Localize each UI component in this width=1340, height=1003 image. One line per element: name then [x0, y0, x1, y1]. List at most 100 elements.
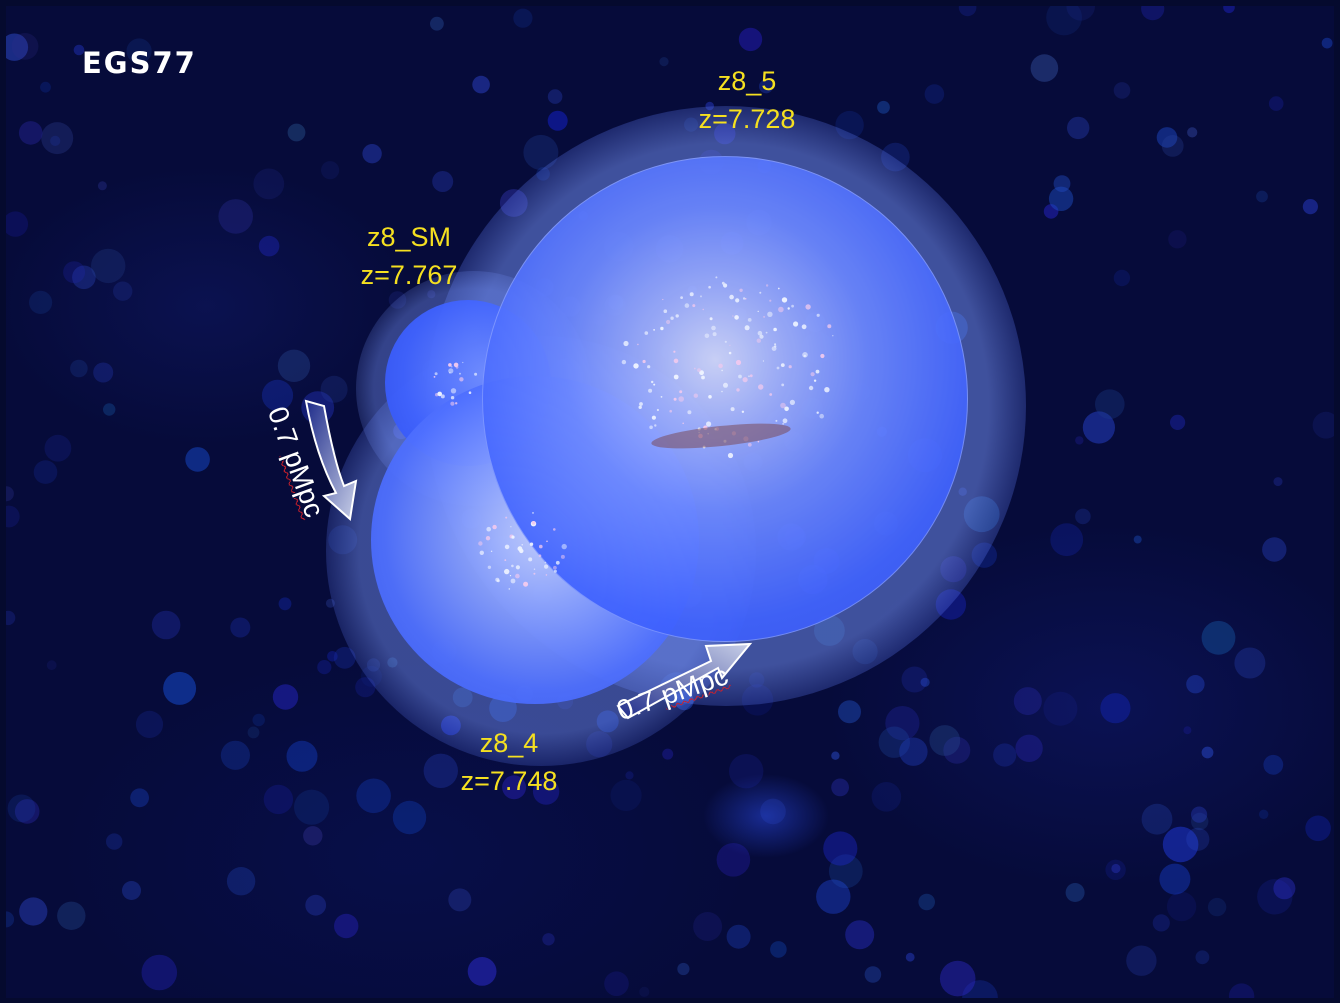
background-blob — [392, 800, 427, 835]
star — [437, 391, 443, 397]
star — [803, 354, 806, 358]
star — [496, 579, 500, 583]
star — [756, 338, 761, 343]
star — [820, 353, 825, 359]
galaxy-name: z8_4 — [479, 728, 539, 758]
background-blob — [1187, 127, 1198, 138]
background-blob — [287, 123, 306, 142]
galaxy-label-z8-4: z8_4 z=7.748 — [434, 724, 584, 800]
star — [763, 315, 766, 318]
background-blob — [1168, 230, 1187, 249]
star — [739, 288, 743, 292]
star — [699, 370, 704, 376]
star — [759, 291, 762, 294]
background-blob — [1170, 414, 1186, 430]
background-blob — [1263, 754, 1284, 775]
star — [490, 550, 493, 552]
star — [762, 360, 765, 362]
background-blob — [50, 135, 61, 146]
star — [810, 372, 815, 377]
background-blob — [185, 447, 210, 472]
star — [656, 408, 660, 412]
background-blob — [430, 16, 444, 31]
background-blob — [1256, 190, 1268, 203]
background-blob — [388, 291, 407, 309]
star — [813, 379, 817, 382]
galaxy-redshift: z=7.728 — [698, 104, 796, 134]
star — [742, 377, 748, 383]
star — [789, 399, 796, 405]
star — [774, 343, 777, 346]
star — [638, 405, 642, 409]
background-blob — [432, 171, 454, 192]
background-blob — [502, 775, 527, 800]
background-blob — [958, 6, 977, 17]
background-blob — [677, 962, 690, 976]
star — [697, 368, 701, 372]
star — [769, 393, 773, 396]
star — [515, 565, 520, 570]
star — [453, 362, 459, 368]
background-blob — [423, 753, 458, 788]
background-blob — [218, 199, 253, 234]
star — [651, 415, 657, 420]
background-blob — [1223, 6, 1235, 14]
star — [738, 374, 742, 379]
star — [511, 564, 514, 568]
background-blob — [1259, 809, 1269, 819]
star — [546, 540, 548, 543]
star — [492, 524, 497, 530]
galaxy-name: z8_SM — [366, 222, 452, 252]
star — [679, 390, 683, 394]
star — [729, 344, 731, 346]
background-blob — [513, 8, 533, 28]
background-blob — [472, 75, 490, 94]
star — [504, 559, 507, 561]
background-blob — [366, 658, 381, 672]
background-blob — [46, 660, 57, 671]
background-blob — [70, 359, 88, 378]
background-blob — [91, 248, 126, 284]
star — [544, 561, 547, 564]
star — [651, 380, 654, 384]
background-blob — [1015, 734, 1043, 762]
background-blob — [816, 879, 851, 914]
star — [515, 573, 520, 579]
background-blob — [106, 833, 123, 850]
background-blob — [1075, 508, 1091, 525]
background-blob — [1201, 746, 1214, 759]
star — [459, 372, 461, 375]
curved-arrow-left — [304, 399, 358, 521]
background-blob — [1273, 877, 1296, 900]
star — [450, 396, 455, 400]
background-blob — [831, 778, 849, 797]
star — [777, 287, 780, 290]
background-blob — [362, 144, 382, 164]
ionized-bubble-z8-5 — [482, 156, 968, 642]
background-blob — [73, 44, 85, 56]
background-blob — [1159, 863, 1191, 895]
star — [433, 376, 436, 378]
background-blob — [662, 748, 674, 760]
background-blob — [547, 110, 568, 131]
star — [504, 568, 510, 575]
background-blob — [130, 788, 149, 808]
star — [791, 304, 794, 308]
background-blob — [113, 281, 133, 301]
background-blob — [1043, 691, 1078, 726]
background-blob — [586, 731, 613, 758]
background-blob — [1141, 803, 1173, 835]
background-blob — [1126, 945, 1157, 976]
star — [693, 393, 698, 398]
star — [724, 340, 727, 343]
background-blob — [1113, 269, 1131, 287]
background-blob — [14, 799, 40, 824]
star — [642, 359, 646, 364]
background-blob — [6, 211, 29, 237]
star — [757, 330, 763, 336]
star — [673, 358, 679, 364]
star — [669, 409, 672, 413]
background-blob — [303, 826, 323, 846]
star — [474, 372, 478, 376]
background-blob — [163, 671, 197, 705]
